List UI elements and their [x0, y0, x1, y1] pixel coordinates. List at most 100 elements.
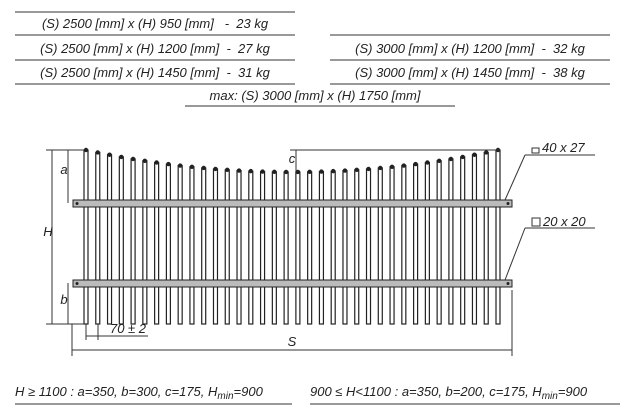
picket [248, 170, 254, 325]
fence [72, 147, 513, 325]
picket [330, 170, 336, 325]
picket-cap [260, 169, 265, 174]
picket [460, 156, 466, 325]
picket-cap [342, 168, 348, 173]
picket [401, 164, 407, 325]
spec: (S) 3000 [mm] x (H) 1200 [mm] - 32 kg [355, 41, 585, 56]
picket-cap [319, 169, 324, 174]
picket-cap [189, 164, 195, 170]
picket [342, 169, 348, 325]
picket [177, 164, 183, 325]
profile-icon [531, 147, 540, 154]
leader [504, 154, 526, 201]
picket [106, 154, 113, 325]
dimensions: H a b c S 70 ± 2 40 x 27 20 x 20 [43, 140, 595, 356]
picket-cap [213, 166, 218, 172]
picket [295, 171, 301, 325]
picket [236, 169, 242, 325]
dim-label: c [289, 151, 296, 166]
note: 900 ≤ H<1100 : a=350, b=200, c=175, Hmin… [310, 384, 588, 402]
picket [448, 158, 454, 325]
picket [436, 160, 442, 325]
profile-icon [531, 217, 541, 227]
note-text: =900 [558, 384, 588, 399]
leader [504, 227, 526, 281]
picket [154, 161, 160, 325]
picket [318, 170, 325, 325]
picket-cap [236, 168, 242, 173]
dim-label: S [288, 334, 297, 349]
picket [189, 166, 195, 325]
picket [95, 151, 101, 325]
dim-label: H [43, 224, 53, 239]
spec: (S) 2500 [mm] x (H) 950 [mm] - 23 kg [42, 16, 269, 31]
picket [354, 169, 360, 325]
picket-cap [166, 161, 171, 167]
profile-label: 40 x 27 [542, 140, 585, 155]
picket-cap [83, 147, 89, 153]
rail-hole [75, 282, 79, 285]
picket-cap [107, 152, 112, 157]
picket [424, 161, 430, 325]
picket-cap [119, 154, 124, 160]
picket [283, 171, 289, 325]
picket-cap [331, 168, 336, 174]
picket-cap [225, 167, 230, 173]
note-sub: min [217, 391, 234, 402]
note: H ≥ 1100 : a=350, b=300, c=175, Hmin=900 [15, 384, 264, 402]
notes: H ≥ 1100 : a=350, b=300, c=175, Hmin=900… [15, 384, 620, 405]
rail-hole [75, 202, 79, 205]
rail [72, 279, 513, 288]
picket [271, 171, 277, 325]
picket-cap [154, 160, 159, 165]
picket-cap [295, 169, 301, 175]
picket [483, 151, 489, 325]
picket-cap [201, 165, 206, 171]
picket [471, 154, 478, 325]
picket [365, 168, 372, 325]
picket-cap [248, 168, 253, 174]
picket [201, 167, 207, 325]
picket-cap [272, 169, 277, 175]
picket-cap [448, 156, 454, 162]
rail-hole [506, 282, 510, 285]
picket-cap [389, 164, 395, 170]
picket [130, 158, 136, 325]
picket-cap [177, 163, 183, 168]
picket-cap [484, 150, 489, 155]
spec: (S) 3000 [mm] x (H) 1450 [mm] - 38 kg [355, 65, 585, 80]
note-text: =900 [234, 384, 264, 399]
picket [142, 160, 148, 325]
picket-cap [460, 154, 465, 160]
picket-cap [354, 167, 359, 173]
note-text: 900 ≤ H<1100 : a=350, b=200, c=175, H [310, 384, 542, 399]
picket-cap [378, 165, 383, 171]
picket-cap [95, 150, 100, 155]
spec-table: (S) 2500 [mm] x (H) 950 [mm] - 23 kg (S)… [15, 11, 610, 107]
picket-cap [130, 156, 136, 162]
picket-cap [413, 161, 418, 167]
dim-label: b [60, 292, 67, 307]
picket-cap [142, 158, 148, 163]
spec: (S) 2500 [mm] x (H) 1450 [mm] - 31 kg [40, 65, 270, 80]
picket [389, 166, 395, 325]
note-text: H ≥ 1100 : a=350, b=300, c=175, H [15, 384, 218, 399]
picket-cap [401, 163, 407, 168]
picket [165, 163, 171, 325]
picket [83, 149, 89, 325]
picket [307, 171, 313, 325]
picket [413, 163, 419, 325]
picket-cap [307, 169, 312, 175]
spec: (S) 2500 [mm] x (H) 1200 [mm] - 27 kg [40, 41, 270, 56]
picket-cap [366, 166, 371, 172]
dim-label: 70 ± 2 [110, 321, 147, 336]
picket [118, 156, 124, 325]
picket-cap [472, 152, 477, 157]
rail-hole [506, 202, 510, 205]
picket-cap [436, 158, 442, 163]
picket [224, 169, 230, 325]
dim-label: a [60, 162, 67, 177]
picket [212, 168, 219, 325]
picket [495, 149, 501, 325]
